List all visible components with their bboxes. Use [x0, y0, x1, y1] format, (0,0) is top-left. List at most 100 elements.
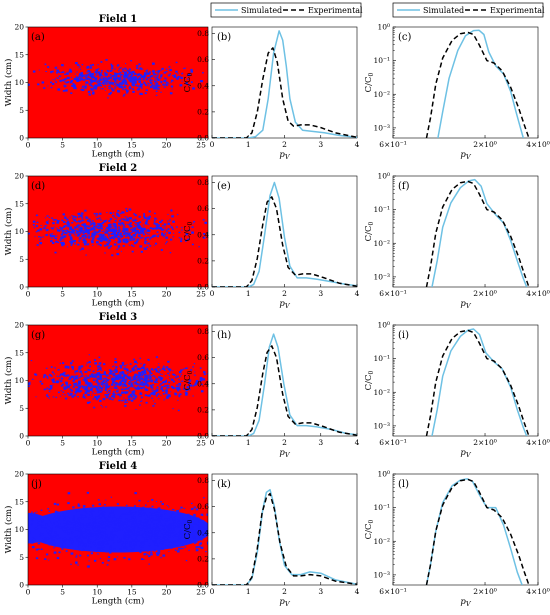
plume-dot [187, 238, 190, 241]
plume-dot [127, 526, 131, 529]
x-tick-label: 5 [60, 141, 65, 150]
plume-dot [105, 77, 107, 79]
plume-dot [104, 511, 106, 513]
plume-dot [114, 230, 116, 233]
plume-dot [170, 85, 174, 88]
plume-dot [138, 499, 141, 502]
plume-dot [172, 408, 174, 410]
plume-dot [155, 223, 158, 226]
panel-label: (i) [398, 330, 409, 341]
plume-dot [64, 374, 67, 377]
plume-dot [164, 532, 167, 534]
plume-dot [123, 521, 126, 523]
plume-dot [97, 82, 101, 85]
plume-dot [124, 71, 127, 73]
plume-dot [195, 380, 199, 382]
plume-dot [57, 380, 60, 383]
plume-dot [25, 77, 26, 78]
plume-dot [139, 550, 141, 552]
plume-dot [44, 225, 47, 227]
plume-dot [136, 225, 140, 228]
plume-dot [158, 84, 161, 87]
plume-dot [193, 220, 196, 223]
plume-dot [113, 516, 116, 519]
plume-dot [40, 518, 43, 521]
y-tick-label: 0.6 [197, 502, 209, 511]
plume-dot [113, 232, 116, 235]
plume-dot [122, 239, 125, 242]
plume-dot [67, 246, 69, 248]
plume-dot [96, 373, 99, 376]
plume-dot [144, 76, 146, 78]
plume-dot [148, 555, 151, 558]
legend: Simulated Experimental Simulated Experim… [210, 2, 545, 18]
plume-dot [169, 524, 172, 526]
plume-dot [129, 81, 131, 82]
plume-dot [79, 249, 82, 251]
plume-dot [69, 216, 71, 218]
y-tick-label: 20 [14, 172, 24, 181]
x-tick-label: 10 [92, 290, 102, 299]
plume-dot [142, 233, 146, 236]
plume-dot [100, 545, 102, 547]
plume-dot [184, 546, 187, 548]
plume-dot [148, 370, 152, 373]
plume-dot [85, 529, 88, 532]
plume-dot [76, 71, 78, 73]
plume-dot [156, 218, 158, 220]
plume-dot [80, 533, 83, 535]
plume-dot [171, 215, 174, 218]
plume-dot [176, 522, 179, 525]
plume-dot [89, 546, 92, 548]
plume-dot [148, 543, 150, 545]
plume-dot [163, 79, 167, 83]
plume-dot [125, 207, 128, 210]
plume-dot [117, 77, 119, 79]
plume-dot [94, 231, 98, 234]
plume-dot [110, 82, 112, 84]
plume-dot [129, 394, 132, 397]
plume-dot [153, 549, 156, 552]
plume-dot [136, 88, 140, 91]
plume-dot [54, 367, 56, 369]
plume-dot [104, 394, 107, 396]
y-axis-label-subscript: 0 [368, 72, 375, 76]
plume-dot [92, 379, 96, 381]
y-axis-label: C/C0 [364, 370, 375, 390]
plume-dot [138, 380, 141, 382]
plume-dot [155, 71, 158, 73]
plume-dot [181, 229, 183, 231]
plume-dot [53, 373, 55, 375]
plume-dot [93, 518, 96, 520]
plume-dot [69, 240, 72, 243]
plume-dot [136, 231, 139, 233]
plume-dot [109, 92, 113, 94]
plume-dot [115, 229, 118, 232]
plume-dot [162, 554, 166, 557]
plume-dot [134, 378, 137, 380]
plume-dot [78, 76, 81, 79]
plume-dot [78, 529, 81, 532]
plume-dot [96, 380, 99, 383]
plume-dot [68, 546, 71, 549]
plume-dot [121, 371, 125, 374]
plume-dot [92, 236, 95, 239]
plume-dot [77, 528, 81, 531]
plume-dot [35, 374, 38, 376]
plume-dot [93, 533, 96, 536]
plume-dot [70, 242, 73, 245]
plume-dot [166, 81, 169, 84]
plume-dot [29, 381, 31, 383]
plume-dot [125, 210, 129, 212]
plume-dot [86, 513, 88, 514]
legend-simulated-label: Simulated [423, 6, 464, 15]
x-axis-label-subscript: V [466, 302, 472, 310]
plume-dot [64, 525, 68, 528]
plume-dot [124, 241, 127, 243]
plume-dot [158, 509, 160, 511]
plume-dot [106, 78, 108, 81]
plume-dot [86, 382, 90, 385]
plume-dot [131, 395, 134, 398]
plume-dot [173, 373, 176, 376]
plume-dot [66, 218, 69, 221]
